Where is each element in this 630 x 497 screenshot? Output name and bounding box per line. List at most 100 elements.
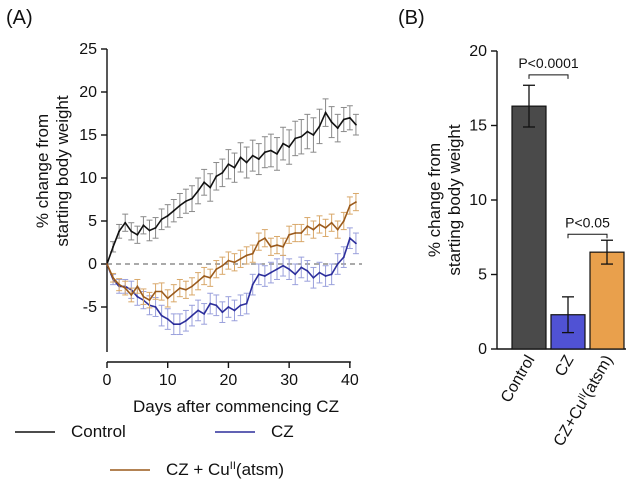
- data-point: [245, 254, 248, 257]
- bar-0: [511, 105, 547, 350]
- data-point: [306, 225, 309, 228]
- significance-label: P<0.0001: [518, 55, 579, 71]
- series-0: [106, 98, 359, 265]
- line-chart-x-tick-label: 10: [159, 372, 177, 389]
- data-point: [336, 228, 339, 231]
- significance-label: P<0.05: [565, 214, 610, 230]
- bar-chart-y-axis-label: % change from starting body weight: [425, 124, 464, 275]
- panel-label-b: (B): [398, 7, 425, 29]
- data-point: [209, 276, 212, 279]
- data-point: [154, 226, 157, 229]
- data-point: [348, 237, 351, 240]
- data-point: [227, 259, 230, 262]
- bar-2: [589, 251, 625, 350]
- data-point: [203, 275, 206, 277]
- data-point: [288, 233, 291, 236]
- data-point: [276, 268, 278, 271]
- data-point: [239, 156, 242, 159]
- data-point: [221, 264, 224, 267]
- bar-category-text: (atsm): [579, 353, 616, 401]
- data-point: [270, 271, 272, 274]
- data-point: [172, 292, 175, 295]
- data-point: [185, 200, 187, 203]
- data-point: [263, 275, 266, 277]
- data-point: [215, 304, 218, 307]
- data-point: [324, 275, 327, 277]
- data-point: [178, 204, 181, 207]
- data-point: [112, 276, 114, 279]
- bar-chart-y-tick-label: 0: [478, 341, 487, 358]
- data-point: [124, 221, 127, 224]
- bar-category-label: CZ: [552, 352, 577, 379]
- line-chart-x-tick-label: 20: [220, 372, 238, 389]
- data-point: [245, 302, 248, 305]
- data-point: [318, 223, 321, 226]
- legend-entry-text: CZ + Cu: [166, 460, 230, 479]
- data-point: [233, 309, 236, 312]
- data-point: [130, 294, 133, 296]
- data-point: [318, 125, 321, 128]
- data-point: [330, 221, 333, 224]
- line-chart-y-tick-label: 10: [79, 170, 97, 187]
- line-chart-y-label-line2: starting body weight: [53, 95, 72, 246]
- data-point: [130, 230, 133, 233]
- data-point: [294, 137, 297, 140]
- bar-chart-y-label-line1: % change from: [425, 143, 444, 257]
- data-point: [288, 146, 291, 148]
- data-point: [270, 149, 272, 152]
- data-point: [166, 214, 169, 217]
- bar-category-superscript: II: [576, 392, 588, 402]
- data-point: [282, 245, 284, 248]
- line-chart-x-tick-label: 40: [341, 372, 359, 389]
- data-point: [257, 273, 260, 276]
- data-point: [233, 261, 236, 264]
- data-point: [160, 218, 163, 221]
- data-point: [142, 295, 145, 298]
- data-point: [191, 314, 193, 317]
- data-point: [336, 127, 339, 130]
- bar-chart-y-tick-label: 15: [469, 118, 487, 135]
- data-point: [342, 256, 345, 259]
- data-point: [197, 309, 199, 312]
- data-point: [191, 197, 193, 200]
- data-point: [348, 204, 351, 207]
- data-point: [294, 232, 297, 234]
- data-point: [203, 312, 206, 315]
- data-point: [324, 226, 327, 229]
- bar-chart-y-tick-label: 10: [469, 192, 487, 209]
- line-chart-y-tick-label: 20: [79, 84, 97, 101]
- data-point: [355, 242, 357, 245]
- data-point: [282, 264, 284, 267]
- legend-entry: Control: [71, 422, 126, 441]
- data-point: [172, 323, 175, 326]
- series-2: [106, 192, 359, 309]
- line-chart-x-tick-label: 0: [103, 372, 112, 389]
- data-point: [245, 161, 248, 164]
- line-chart-x-axis-label: Days after commencing CZ: [133, 397, 339, 416]
- data-point: [227, 306, 230, 308]
- bar-category-label: Control: [498, 353, 539, 406]
- data-point: [263, 237, 266, 240]
- data-point: [330, 121, 333, 123]
- data-point: [154, 306, 157, 308]
- series-1: [106, 227, 359, 336]
- data-point: [355, 123, 357, 126]
- data-point: [215, 268, 218, 271]
- data-point: [263, 151, 266, 154]
- data-point: [318, 271, 321, 274]
- data-point: [306, 130, 309, 133]
- data-point: [178, 287, 181, 289]
- data-point: [197, 280, 199, 283]
- data-point: [342, 118, 345, 121]
- significance-bracket: [567, 233, 608, 239]
- data-point: [288, 268, 291, 271]
- data-point: [282, 142, 284, 145]
- line-chart-x-tick-label: 30: [280, 372, 298, 389]
- data-point: [324, 111, 327, 114]
- data-point: [106, 263, 108, 265]
- data-point: [185, 288, 187, 291]
- data-point: [227, 163, 230, 166]
- data-point: [221, 171, 224, 174]
- data-point: [142, 224, 145, 227]
